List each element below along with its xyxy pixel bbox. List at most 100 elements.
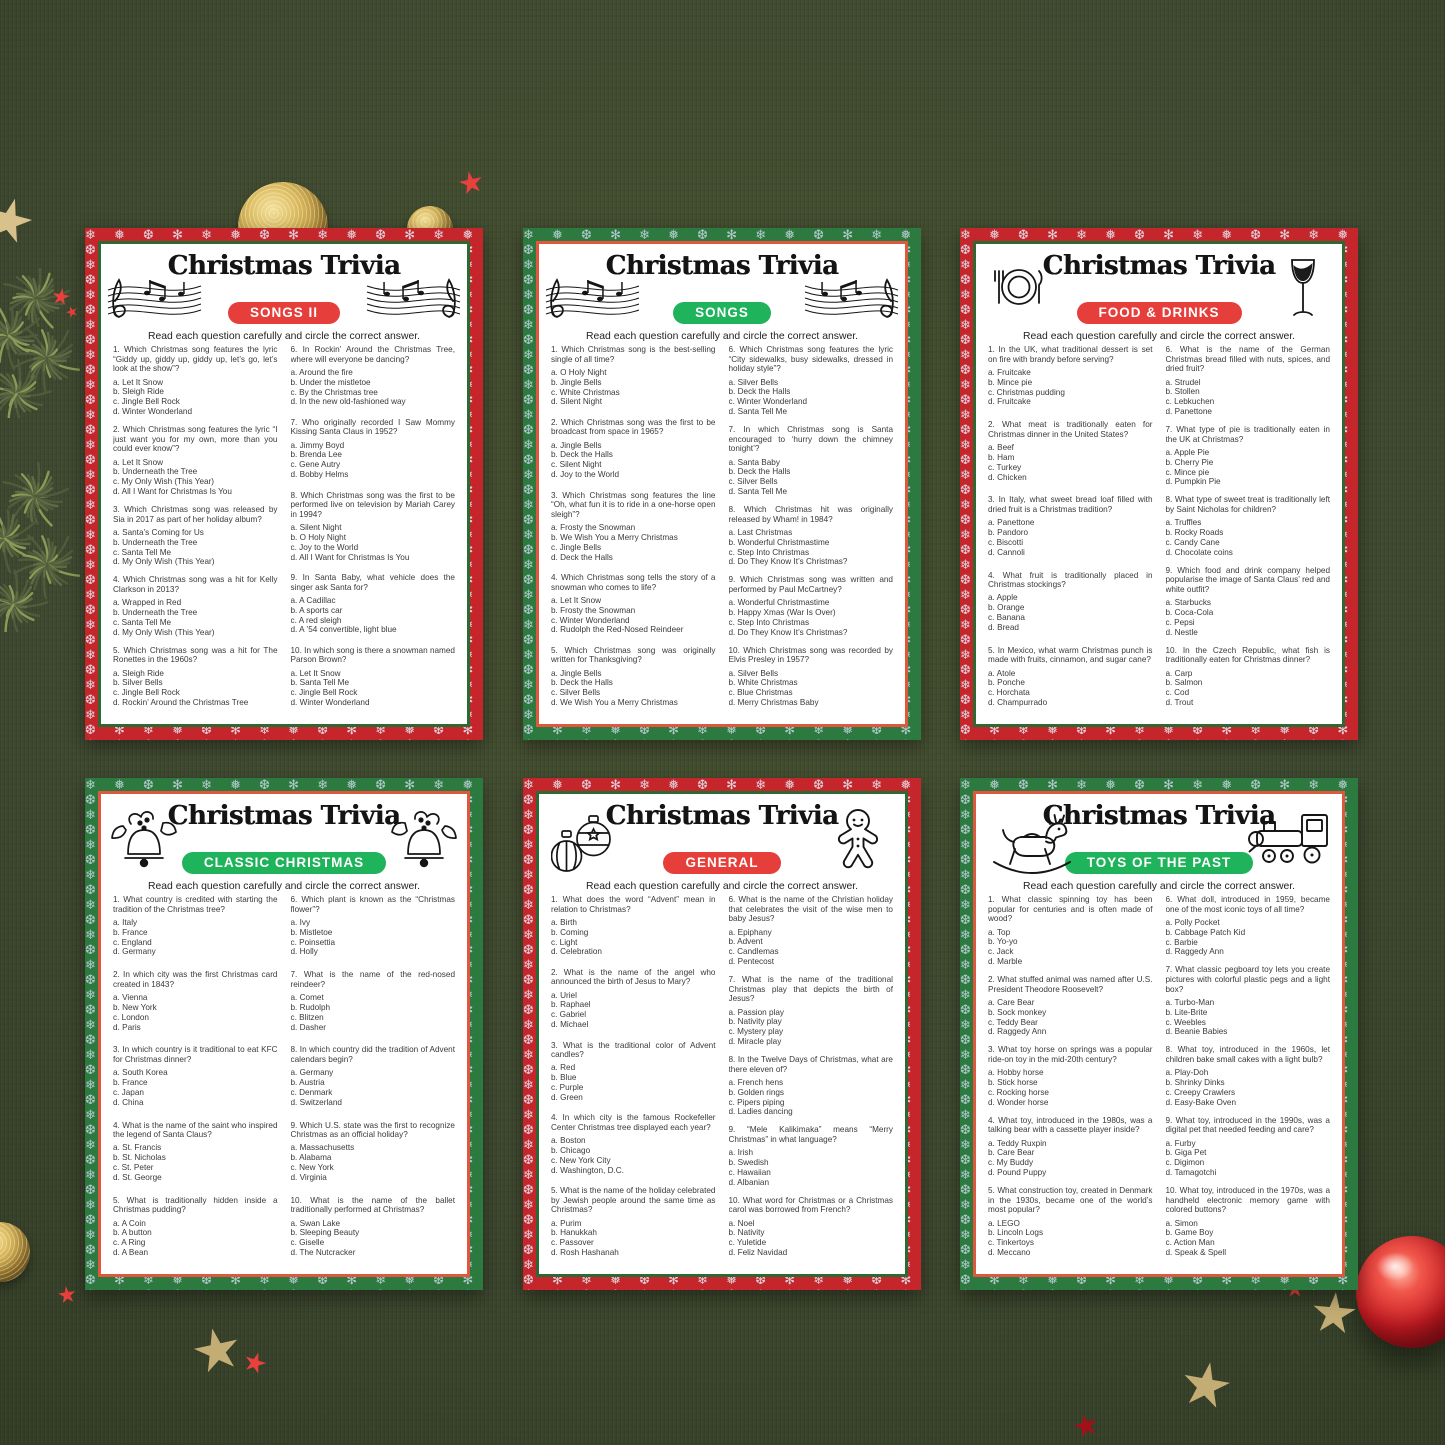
answer-option: b. Mince pie bbox=[988, 377, 1033, 387]
answer-option: b. Underneath the Tree bbox=[113, 608, 198, 618]
answer-option: a. Silent Night bbox=[290, 523, 342, 533]
answer-option: b. Golden rings bbox=[728, 1087, 785, 1097]
answer-option: a. Red bbox=[551, 1063, 576, 1073]
answer-option: b. France bbox=[113, 1078, 148, 1088]
question-6: 6. In Rockin’ Around the Christmas Tree,… bbox=[291, 345, 456, 407]
answer-option: b. St. Nicholas bbox=[113, 1153, 166, 1163]
instruction-text: Read each question carefully and circle … bbox=[147, 331, 421, 343]
question-text: 8. In which country did the tradition of… bbox=[290, 1045, 456, 1065]
category-badge: TOYS OF THE PAST bbox=[1064, 852, 1254, 875]
answer-option: a. A Coin bbox=[113, 1218, 146, 1228]
answer-option: a. Wrapped in Red bbox=[113, 598, 182, 608]
answer-option: a. Turbo-Man bbox=[1165, 997, 1215, 1007]
answer-option: c. St. Peter bbox=[113, 1163, 154, 1173]
answer-option: a. Uriel bbox=[551, 990, 577, 1000]
answer-option: c. Cod bbox=[1165, 688, 1190, 698]
answer-option: d. Chocolate coins bbox=[1165, 547, 1233, 557]
answer-option: d. All I Want for Christmas Is You bbox=[113, 487, 232, 497]
question-text: 10. What toy, introduced in the 1970s, w… bbox=[1165, 1186, 1331, 1215]
card-title: Christmas Trivia bbox=[1042, 251, 1276, 281]
card-paper: Christmas Trivia GENERAL Read each questio… bbox=[536, 791, 908, 1277]
answer-option: b. Coca-Cola bbox=[1165, 608, 1214, 618]
answer-option: b. White Christmas bbox=[728, 678, 798, 688]
answer-option: d. Pentecost bbox=[728, 957, 775, 967]
question-text: 4. In which city is the famous Rockefell… bbox=[551, 1113, 716, 1132]
question-text: 7. Who originally recorded I Saw Mommy K… bbox=[290, 417, 456, 437]
answer-option: b. Game Boy bbox=[1165, 1228, 1214, 1238]
questions-column-left: 1. What classic spinning toy has been po… bbox=[988, 891, 1153, 1264]
answer-option: c. Blitzen bbox=[290, 1012, 324, 1022]
answer-option: d. Chicken bbox=[988, 472, 1027, 482]
question-text: 7. What classic pegboard toy lets you cr… bbox=[1165, 965, 1331, 994]
card-header: Christmas Trivia SONGS II Read each questi… bbox=[107, 250, 461, 343]
answer-option: a. Vienna bbox=[113, 993, 148, 1003]
question-9: 9. In Santa Baby, what vehicle does the … bbox=[291, 573, 456, 635]
question-7: 7. What type of pie is traditionally eat… bbox=[1166, 425, 1331, 487]
answer-option: d. Ladies dancing bbox=[728, 1107, 793, 1117]
answer-option: d. Joy to the World bbox=[551, 470, 620, 480]
question-4: 4. Which Christmas song tells the story … bbox=[551, 573, 716, 635]
questions-column-right: 6. What is the name of the German Christ… bbox=[1166, 341, 1331, 714]
answer-option: b. We Wish You a Merry Christmas bbox=[551, 532, 678, 542]
pine-branch-decoration bbox=[0, 461, 87, 640]
answer-option: a. Let It Snow bbox=[113, 457, 164, 467]
trivia-card-songs-2: ❄ ❅ ❆ ✻ ❄ ❅ ❆ ✻ ❄ ❅ ❆ ✻ ❄ ❅ ❆ ✻ ❄ ❅ ❆ ✻ … bbox=[85, 228, 483, 740]
question-8: 8. In which country did the tradition of… bbox=[291, 1045, 456, 1107]
question-10: 10. In the Czech Republic, what fish is … bbox=[1166, 646, 1331, 708]
question-text: 2. In which city was the first Christmas… bbox=[113, 970, 278, 989]
answer-option: a. Silver Bells bbox=[728, 377, 779, 387]
card-paper: Christmas Trivia TOYS OF THE PAST Read eac… bbox=[973, 791, 1345, 1277]
questions-column-right: 6. Which Christmas song features the lyr… bbox=[729, 341, 894, 714]
answer-option: a. Ivy bbox=[290, 917, 311, 927]
answer-option: a. French hens bbox=[728, 1077, 784, 1087]
card-header: Christmas Trivia FOOD & DRINKS Read each q… bbox=[988, 250, 1330, 342]
question-9: 9. Which U.S. state was the first to rec… bbox=[291, 1121, 456, 1183]
answer-option: b. Nativity bbox=[728, 1228, 765, 1238]
answer-option: c. Passover bbox=[551, 1238, 594, 1248]
question-text: 1. What does the word “Advent” mean in r… bbox=[551, 895, 716, 914]
card-paper: Christmas Trivia CLASSIC CHRISTMAS Read ea… bbox=[98, 791, 470, 1277]
answer-option: c. Mystery play bbox=[728, 1027, 784, 1037]
question-text: 2. Which Christmas song was the first to… bbox=[551, 417, 716, 437]
answer-option: c. London bbox=[113, 1012, 149, 1022]
answer-option: b. France bbox=[113, 927, 148, 937]
answer-option: c. Pepsi bbox=[1165, 617, 1195, 627]
answer-option: d. Easy-Bake Oven bbox=[1165, 1097, 1237, 1107]
question-5: 5. Which Christmas song was originally w… bbox=[551, 646, 716, 708]
answer-option: d. Paris bbox=[113, 1022, 141, 1032]
question-text: 10. In which song is there a snowman nam… bbox=[290, 645, 456, 665]
answer-option: c. Gabriel bbox=[551, 1010, 587, 1020]
answer-option: b. Care Bear bbox=[988, 1148, 1035, 1158]
question-8: 8. In the Twelve Days of Christmas, what… bbox=[729, 1055, 894, 1117]
question-text: 10. What is the name of the ballet tradi… bbox=[290, 1195, 456, 1215]
question-text: 2. What meat is traditionally eaten for … bbox=[988, 420, 1153, 439]
question-text: 8. What type of sweet treat is tradition… bbox=[1165, 495, 1331, 515]
answer-option: a. Santa Baby bbox=[728, 457, 780, 467]
trivia-card-toys-of-the-past: ❄ ❅ ❆ ✻ ❄ ❅ ❆ ✻ ❄ ❅ ❆ ✻ ❄ ❅ ❆ ✻ ❄ ❅ ❆ ✻ … bbox=[960, 778, 1358, 1290]
question-1: 1. What country is credited with startin… bbox=[113, 895, 278, 957]
question-4: 4. What fruit is traditionally placed in… bbox=[988, 571, 1153, 633]
question-3: 3. What toy horse on springs was a popul… bbox=[988, 1045, 1153, 1107]
answer-option: a. Starbucks bbox=[1165, 598, 1212, 608]
question-1: 1. What does the word “Advent” mean in r… bbox=[551, 895, 716, 957]
question-9: 9. “Mele Kalikimaka” means “Merry Christ… bbox=[729, 1125, 894, 1187]
answer-option: b. Underneath the Tree bbox=[113, 467, 198, 477]
category-badge: SONGS II bbox=[227, 302, 340, 325]
answer-option: b. Nativity play bbox=[728, 1017, 782, 1027]
answer-option: b. Blue bbox=[551, 1073, 577, 1083]
pine-branch-decoration bbox=[0, 263, 83, 429]
answer-option: d. Wonder horse bbox=[988, 1097, 1049, 1107]
answer-option: a. Birth bbox=[551, 917, 577, 927]
answer-option: a. Fruitcake bbox=[988, 367, 1031, 377]
question-text: 10. In the Czech Republic, what fish is … bbox=[1165, 645, 1331, 665]
trivia-card-songs: ❄ ❅ ❆ ✻ ❄ ❅ ❆ ✻ ❄ ❅ ❆ ✻ ❄ ❅ ❆ ✻ ❄ ❅ ❆ ✻ … bbox=[523, 228, 921, 740]
question-10: 10. Which Christmas song was recorded by… bbox=[729, 646, 894, 708]
answer-option: a. Let It Snow bbox=[551, 595, 602, 605]
question-5: 5. In Mexico, what warm Christmas punch … bbox=[988, 646, 1153, 708]
answer-option: a. Jingle Bells bbox=[551, 440, 602, 450]
answer-option: b. Pandoro bbox=[988, 528, 1029, 538]
answer-option: b. Stick horse bbox=[988, 1078, 1038, 1088]
answer-option: c. Winter Wonderland bbox=[551, 615, 630, 625]
question-text: 9. Which food and drink company helped p… bbox=[1165, 565, 1331, 595]
question-text: 9. Which U.S. state was the first to rec… bbox=[290, 1120, 456, 1140]
